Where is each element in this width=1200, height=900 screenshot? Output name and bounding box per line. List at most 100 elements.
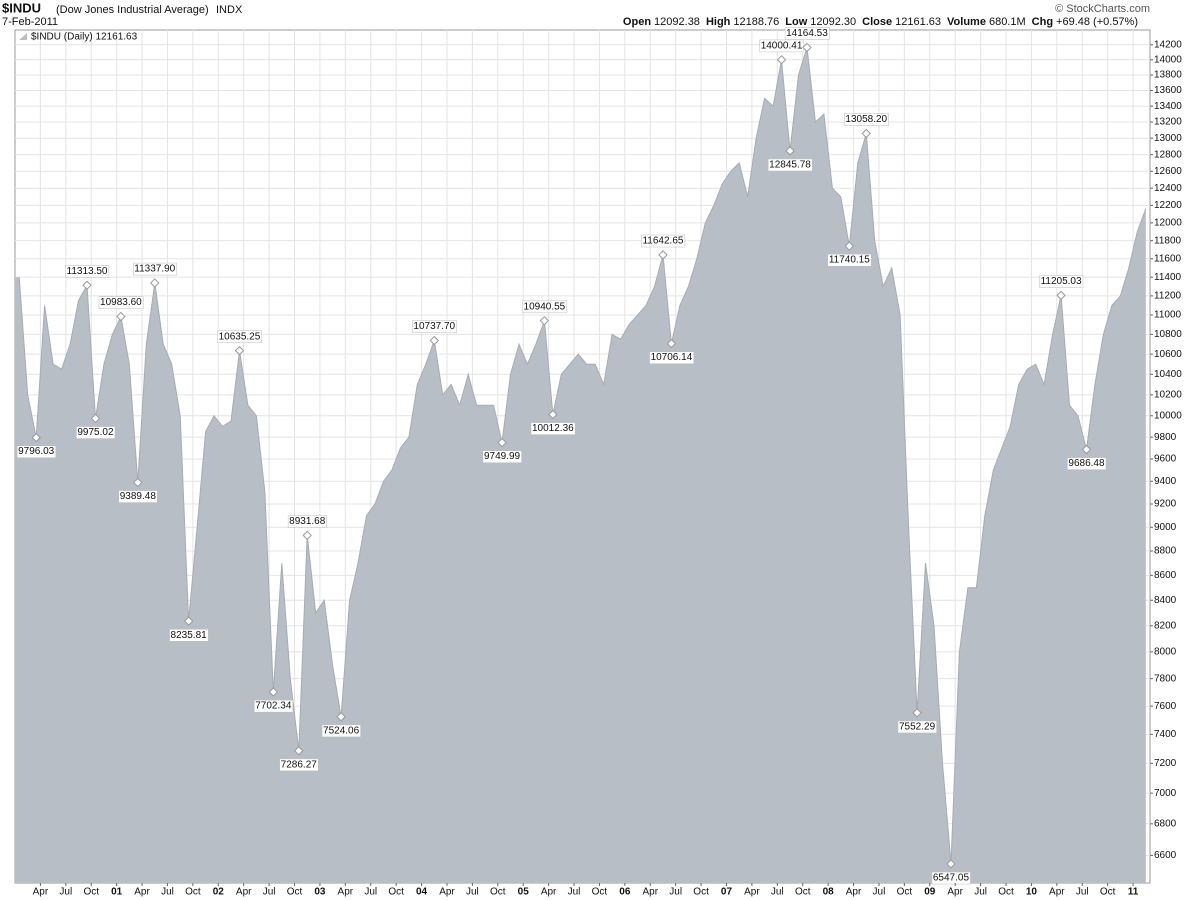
annotation-marker [234,345,245,356]
x-tick-label: 03 [314,887,326,898]
annotation-label: 9686.48 [1068,458,1105,469]
annotation-label: 7286.27 [281,759,318,770]
x-tick-label: Jul [568,887,581,898]
x-tick-label: Apr [33,887,49,898]
x-tick-label: Oct [795,887,811,898]
annotation-marker [776,55,787,65]
stats: Open 12092.38 High 12188.76 Low 12092.30 Close… [623,16,1138,28]
annotation-marker [336,712,346,722]
annotation-box [321,724,361,738]
y-tick-label: 13200 [1154,117,1182,128]
stat-value: 12092.38 [654,16,700,28]
annotation-box [98,296,144,309]
annotation-label: 7524.06 [323,725,360,736]
annotation-box [412,320,457,333]
chart-subtitle: (Dow Jones Industrial Average) [56,4,209,16]
x-tick-label: Apr [338,887,354,898]
annotation-label: 11642.65 [642,236,683,247]
stat-value: 12092.30 [810,16,856,28]
y-tick-label: 11200 [1154,291,1182,302]
annotation-label: 10983.60 [100,297,142,308]
x-tick-label: Apr [744,887,760,898]
annotation-box [1067,457,1107,470]
x-tick-label: Apr [947,887,963,898]
y-tick-label: 9200 [1154,499,1177,510]
annotation-label: 9389.48 [120,491,157,502]
annotation-marker [116,311,126,322]
stat-label: High [706,16,731,28]
x-tick-label: 07 [721,887,733,898]
x-tick-label: Oct [83,887,99,898]
annotation-box [16,445,56,458]
annotation-box [931,871,971,885]
annotation-box [217,330,262,344]
annotation-label: 14164.53 [786,28,828,39]
annotation-marker [133,477,143,488]
annotation-marker [539,315,550,326]
x-tick-label: Oct [388,887,404,898]
annotation-box [65,265,110,278]
x-tick-label: Jul [873,887,886,898]
stat-label: Chg [1032,16,1053,28]
annotation-box [76,426,116,439]
y-tick-label: 6800 [1154,818,1177,829]
x-tick-label: Jul [161,887,174,898]
y-tick-label: 14000 [1154,54,1182,65]
x-tick-label: 05 [518,887,530,898]
annotation-marker [31,432,41,443]
x-tick-label: Oct [693,887,709,898]
annotation-marker [302,530,312,541]
annotation-label: 9975.02 [77,427,114,438]
annotation-label: 14000.41 [761,40,803,51]
y-tick-label: 13600 [1154,85,1182,96]
annotation-marker [844,241,855,251]
annotation-box [118,490,158,503]
y-tick-label: 10400 [1154,369,1182,380]
y-tick-label: 13800 [1154,70,1182,81]
source: © StockCharts.com [1055,3,1150,15]
x-tick-label: Jul [364,887,377,898]
stat-label: Low [785,16,807,28]
annotation-box [287,515,327,528]
y-tick-label: 12800 [1154,149,1182,160]
y-tick-label: 10800 [1154,329,1182,340]
x-tick-label: Oct [897,887,913,898]
x-tick-label: Oct [185,887,201,898]
y-tick-label: 13400 [1154,101,1182,112]
annotation-box [133,262,177,276]
annotation-box [1039,275,1084,288]
x-tick-label: Jul [59,887,72,898]
y-tick-label: 9000 [1154,522,1177,533]
stat-value: +69.48 (+0.57%) [1056,16,1138,28]
annotation-box [784,27,830,40]
y-tick-label: 14200 [1154,39,1182,50]
y-tick-label: 8600 [1154,570,1177,581]
y-tick-label: 11600 [1154,253,1182,264]
y-tick-label: 10600 [1154,349,1182,360]
area-line [18,47,1147,864]
y-tick-label: 8200 [1154,620,1177,631]
x-tick-label: 10 [1026,887,1038,898]
y-tick-label: 13000 [1154,133,1182,144]
y-tick-label: 11400 [1154,272,1182,283]
x-tick-label: Jul [669,887,682,898]
x-tick-label: 02 [213,887,225,898]
annotation-box [279,758,319,772]
x-tick-label: Apr [236,887,252,898]
x-tick-label: Jul [974,887,987,898]
y-tick-label: 9400 [1154,476,1177,487]
annotation-marker [912,708,922,718]
legend-swatch [19,33,27,40]
stat-value: 12188.76 [733,16,779,28]
annotation-box [897,720,937,734]
y-tick-label: 11000 [1154,310,1182,321]
annotation-marker [90,413,101,424]
annotation-label: 8235.81 [171,630,208,641]
annotation-label: 8931.68 [289,516,326,527]
annotation-marker [548,409,558,420]
x-tick-label: 08 [823,887,835,898]
annotation-marker [861,128,871,139]
y-tick-label: 9600 [1154,454,1177,465]
annotation-box [649,351,694,364]
